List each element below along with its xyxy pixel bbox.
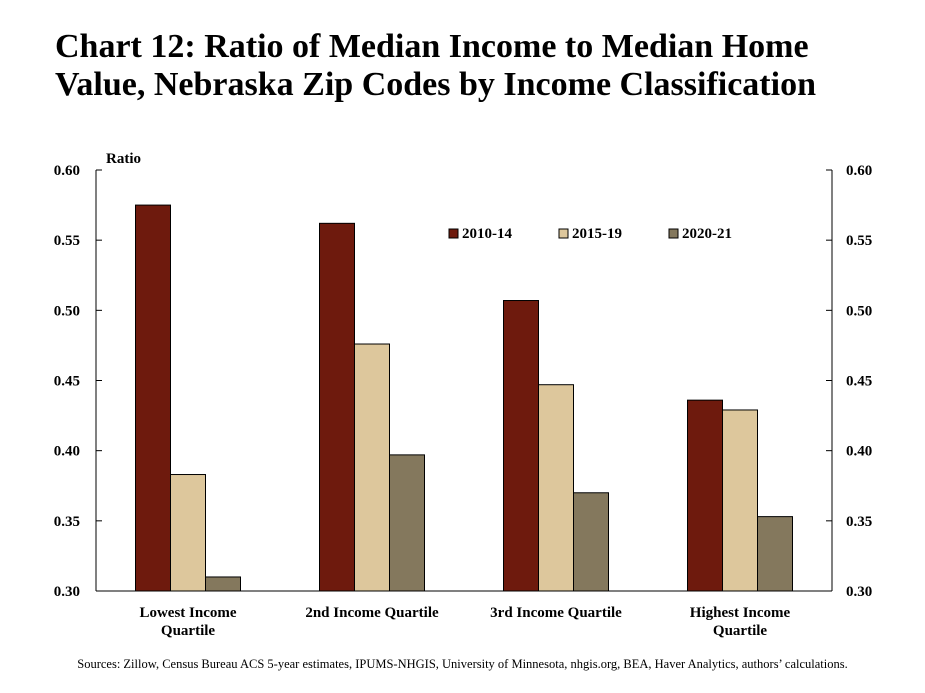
left-y-tick-label: 0.55 <box>54 233 80 249</box>
bar-2015-19 <box>538 384 574 592</box>
chart-title-line-2: Value, Nebraska Zip Codes by Income Clas… <box>55 66 816 103</box>
right-y-tick-label: 0.40 <box>846 444 872 460</box>
x-category-label: Quartile <box>713 623 767 639</box>
right-y-tick-label: 0.45 <box>846 374 872 390</box>
legend-label: 2015-19 <box>572 226 622 242</box>
bar-2020-21 <box>757 516 793 592</box>
legend-swatch-2020-21 <box>668 228 679 239</box>
x-category-label: 2nd Income Quartile <box>305 605 439 621</box>
bar-2015-19 <box>354 343 390 592</box>
chart-title-line-1: Chart 12: Ratio of Median Income to Medi… <box>55 28 809 65</box>
left-y-tick-label: 0.40 <box>54 444 80 460</box>
x-category-label: Highest Income <box>690 605 791 621</box>
x-category-label: Quartile <box>161 623 215 639</box>
y-axis-label: Ratio <box>106 151 141 167</box>
bar-2010-14 <box>319 222 355 592</box>
legend-label: 2020-21 <box>682 226 732 242</box>
bar-2020-21 <box>573 492 609 592</box>
bar-2010-14 <box>135 204 171 592</box>
legend-swatch-2010-14 <box>448 228 459 239</box>
source-note: Sources: Zillow, Census Bureau ACS 5-yea… <box>77 657 848 671</box>
legend-swatch-2015-19 <box>558 228 569 239</box>
right-y-tick-label: 0.55 <box>846 233 872 249</box>
left-y-tick-label: 0.35 <box>54 514 80 530</box>
bar-2020-21 <box>389 454 425 592</box>
chart-title: Chart 12: Ratio of Median Income to Medi… <box>55 28 915 104</box>
x-category-label: 3rd Income Quartile <box>490 605 622 621</box>
bar-2015-19 <box>722 409 758 592</box>
left-y-tick-label: 0.30 <box>54 584 80 600</box>
left-y-tick-label: 0.50 <box>54 303 80 319</box>
left-y-tick-label: 0.45 <box>54 374 80 390</box>
bar-2015-19 <box>170 474 206 592</box>
bar-2020-21 <box>205 576 241 592</box>
right-y-tick-label: 0.60 <box>846 163 872 179</box>
bar-2010-14 <box>503 300 539 592</box>
x-category-label: Lowest Income <box>139 605 236 621</box>
right-y-tick-label: 0.30 <box>846 584 872 600</box>
right-y-tick-label: 0.50 <box>846 303 872 319</box>
right-y-tick-label: 0.35 <box>846 514 872 530</box>
bar-2010-14 <box>687 399 723 592</box>
left-y-tick-label: 0.60 <box>54 163 80 179</box>
legend-label: 2010-14 <box>462 226 512 242</box>
